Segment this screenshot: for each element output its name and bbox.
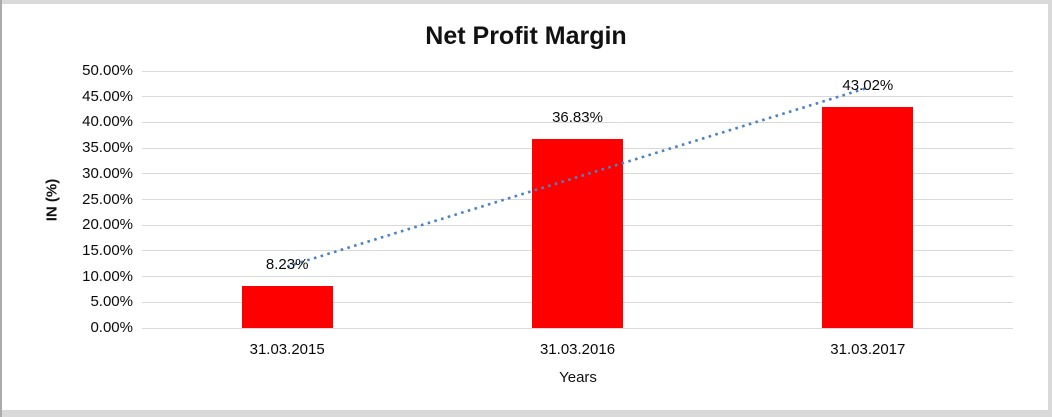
y-tick-label: 35.00% (82, 139, 133, 157)
bar-31.03.2017 (822, 106, 914, 328)
x-axis-title: Years (559, 369, 597, 386)
x-tick-label: 31.03.2017 (830, 341, 906, 358)
gridline (142, 70, 1013, 72)
bar-31.03.2015 (241, 285, 333, 328)
chart-frame-top (0, 0, 1052, 4)
y-tick-label: 20.00% (82, 216, 133, 234)
y-tick-label: 5.00% (90, 293, 133, 311)
y-tick-label: 40.00% (82, 113, 133, 131)
x-tick-label: 31.03.2015 (249, 341, 325, 358)
x-tick-label: 31.03.2016 (539, 341, 616, 358)
y-tick-label: 15.00% (82, 241, 133, 259)
chart-frame-left (0, 0, 2, 417)
bar-31.03.2016 (532, 138, 623, 328)
y-tick-label: 0.00% (90, 319, 133, 336)
y-tick-label: 10.00% (82, 267, 133, 285)
y-tick-label: 30.00% (82, 164, 133, 182)
y-tick-label: 50.00% (82, 62, 133, 79)
gridline (142, 327, 1013, 329)
chart-frame-bottom (0, 410, 1052, 417)
bar-data-label: 43.02% (842, 76, 894, 94)
bar-data-label: 36.83% (552, 108, 603, 126)
chart-title: Net Profit Margin (425, 22, 627, 50)
chart-frame-right (1048, 0, 1052, 417)
y-tick-label: 25.00% (82, 190, 133, 208)
bar-data-label: 8.23% (265, 255, 309, 273)
y-tick-label: 45.00% (82, 87, 133, 105)
gridline (142, 96, 1013, 98)
